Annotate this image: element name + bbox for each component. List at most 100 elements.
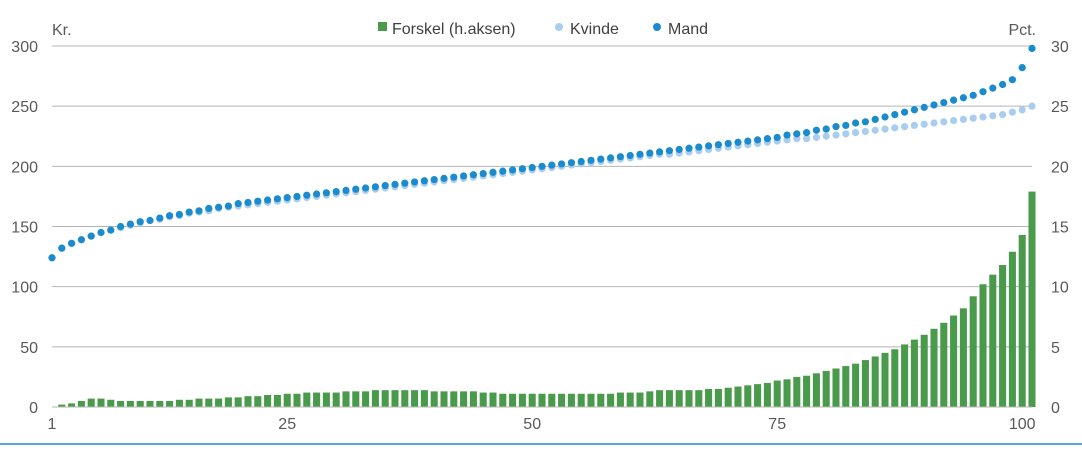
- point-kvinde: [979, 113, 987, 121]
- y-left-tick-label: 0: [29, 400, 38, 417]
- bar: [479, 392, 487, 407]
- point-mand: [440, 174, 448, 182]
- point-mand: [920, 103, 928, 111]
- point-mand: [803, 129, 811, 137]
- point-mand: [499, 167, 507, 175]
- point-mand: [156, 214, 164, 222]
- point-mand: [146, 216, 154, 225]
- bar: [832, 368, 840, 407]
- bar: [548, 393, 556, 407]
- bar: [166, 400, 174, 407]
- point-mand: [273, 195, 281, 203]
- y-right-tick-label: 20: [1051, 159, 1069, 176]
- point-kvinde: [940, 118, 948, 126]
- point-mand: [244, 198, 252, 207]
- bar: [205, 398, 213, 407]
- x-tick-label: 100: [1009, 416, 1036, 433]
- point-kvinde: [803, 135, 811, 143]
- legend-swatch-kvinde: [555, 23, 563, 31]
- bar: [77, 400, 85, 407]
- y-left-tick-label: 300: [11, 39, 38, 56]
- point-mand: [234, 200, 242, 208]
- point-mand: [77, 236, 85, 244]
- point-mand: [136, 218, 144, 226]
- bar: [656, 390, 664, 407]
- point-mand: [283, 194, 291, 202]
- y-right-tick-label: 25: [1051, 99, 1069, 116]
- bar: [891, 349, 899, 407]
- bar: [930, 328, 938, 407]
- bar: [881, 352, 889, 407]
- bar: [744, 385, 752, 407]
- y-right-tick-label: 0: [1051, 400, 1060, 417]
- point-kvinde: [969, 114, 977, 122]
- axes: [0, 406, 1082, 445]
- bar: [156, 400, 164, 407]
- point-kvinde: [999, 110, 1007, 119]
- bar: [509, 393, 517, 407]
- legend: Forskel (h.aksen) Kvinde Mand: [378, 21, 708, 38]
- point-mand: [558, 160, 566, 168]
- bar: [391, 390, 399, 407]
- point-mand: [401, 179, 409, 187]
- point-mand: [577, 157, 585, 166]
- point-mand: [656, 148, 664, 156]
- point-mand: [891, 110, 899, 119]
- point-kvinde: [852, 129, 860, 137]
- bar: [812, 373, 820, 407]
- point-kvinde: [861, 127, 870, 136]
- point-mand: [313, 190, 321, 198]
- bar: [636, 392, 644, 407]
- point-mand: [332, 188, 340, 196]
- point-mand: [303, 191, 311, 199]
- point-mand: [979, 88, 987, 96]
- y-left-tick-label: 50: [20, 340, 38, 357]
- point-mand: [665, 147, 674, 155]
- point-kvinde: [822, 132, 830, 140]
- bar: [313, 392, 321, 407]
- point-mand: [195, 207, 203, 215]
- point-mand: [744, 137, 752, 145]
- point-mand: [832, 123, 840, 131]
- bar: [87, 398, 95, 407]
- bar: [460, 391, 468, 407]
- bar: [969, 296, 977, 407]
- bar: [97, 398, 105, 407]
- point-kvinde: [1028, 102, 1036, 110]
- bar: [283, 393, 291, 407]
- bar: [352, 391, 360, 407]
- y-left-tick-label: 250: [11, 99, 38, 116]
- bar: [136, 400, 144, 407]
- point-mand: [215, 203, 223, 211]
- point-mand: [616, 153, 625, 161]
- bar: [558, 393, 566, 407]
- bar: [342, 391, 350, 407]
- point-mand: [910, 106, 919, 114]
- point-mand: [773, 133, 781, 142]
- point-mand: [871, 115, 879, 124]
- bar: [607, 393, 615, 407]
- bar: [793, 376, 801, 407]
- bar: [518, 393, 526, 407]
- point-mand: [793, 130, 801, 138]
- y-right-tick-label: 30: [1051, 39, 1069, 56]
- legend-swatch-forskel: [378, 22, 387, 31]
- point-mand: [469, 171, 477, 179]
- bar: [401, 390, 409, 407]
- bar: [68, 403, 76, 407]
- point-mand: [371, 183, 379, 191]
- bar: [322, 392, 330, 407]
- bar: [695, 390, 703, 407]
- point-mand: [881, 113, 889, 121]
- point-mand: [58, 244, 66, 252]
- bar: [763, 382, 771, 407]
- point-kvinde: [989, 112, 997, 120]
- point-mand: [87, 232, 95, 240]
- point-mand: [224, 202, 232, 210]
- bar: [803, 375, 811, 407]
- point-kvinde: [812, 133, 821, 142]
- bar: [126, 400, 134, 407]
- bar: [626, 392, 634, 407]
- point-mand: [342, 186, 350, 194]
- bar: [234, 397, 242, 407]
